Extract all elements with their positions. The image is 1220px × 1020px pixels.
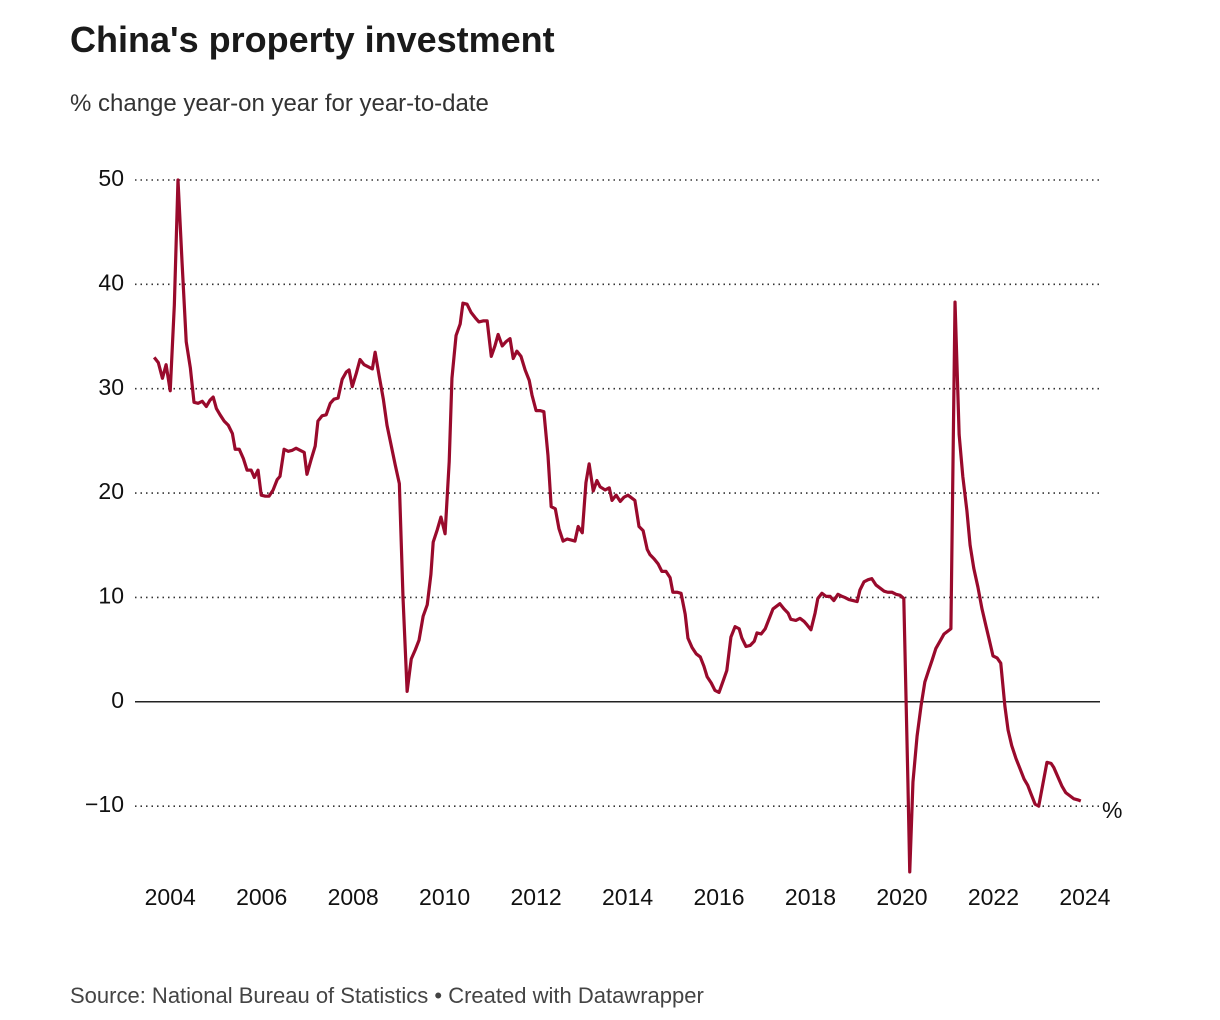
x-tick-label: 2022: [968, 884, 1019, 910]
y-tick-label: 0: [111, 687, 124, 713]
x-tick-label: 2012: [511, 884, 562, 910]
chart-subtitle: % change year-on year for year-to-date: [70, 90, 489, 117]
x-tick-label: 2014: [602, 884, 653, 910]
x-tick-label: 2020: [876, 884, 927, 910]
y-tick-label: 30: [98, 374, 124, 400]
y-tick-label: 20: [98, 478, 124, 504]
chart-title: China's property investment: [70, 19, 555, 60]
data-line: [152, 178, 1082, 874]
y-tick-label: 10: [98, 583, 124, 609]
x-tick-label: 2024: [1059, 884, 1110, 910]
x-tick-label: 2018: [785, 884, 836, 910]
y-tick-label: −10: [85, 791, 124, 817]
y-tick-label: 40: [98, 269, 124, 295]
unit-label: %: [1102, 797, 1122, 823]
x-tick-label: 2008: [328, 884, 379, 910]
source-note: Source: National Bureau of Statistics • …: [70, 983, 704, 1008]
x-tick-label: 2004: [145, 884, 196, 910]
y-tick-label: 50: [98, 165, 124, 191]
x-tick-label: 2010: [419, 884, 470, 910]
x-tick-label: 2016: [693, 884, 744, 910]
x-tick-label: 2006: [236, 884, 287, 910]
